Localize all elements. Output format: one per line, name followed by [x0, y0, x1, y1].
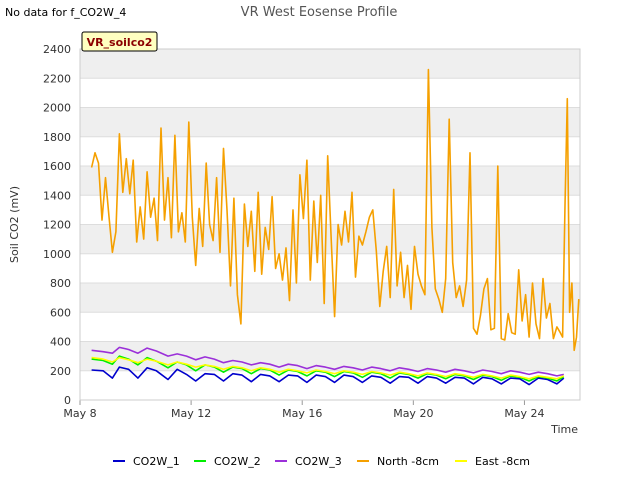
y-tick-label: 1000 [43, 248, 71, 261]
plot-frame [79, 48, 581, 401]
plot-band [80, 283, 580, 313]
y-tick-label: 200 [50, 365, 71, 378]
y-tick-label: 2200 [43, 72, 71, 85]
plot-band [80, 107, 580, 137]
y-tick-label: 1800 [43, 131, 71, 144]
no-data-note: No data for f_CO2W_4 [5, 6, 127, 19]
x-axis-ticks: May 8 May 12 May 16 May 20 May 24 [63, 400, 545, 420]
badge-label: VR_soilco2 [87, 36, 153, 49]
y-tick-label: 0 [64, 394, 71, 407]
y-tick-label: 2400 [43, 43, 71, 56]
series-line-east-8cm [91, 356, 565, 380]
y-tick-label: 600 [50, 306, 71, 319]
badge-box [81, 31, 158, 52]
legend-label: CO2W_1 [133, 455, 180, 468]
plot-band [80, 166, 580, 196]
y-tick-label: 1600 [43, 160, 71, 173]
x-tick-label: May 24 [504, 407, 544, 420]
y-tick-label: 800 [50, 277, 71, 290]
y-axis-ticks: 0 200 400 600 800 1000 1200 1400 1600 1800 2000 220… [43, 43, 71, 407]
series-line-co2w-1 [91, 366, 565, 386]
y-tick-label: 1400 [43, 189, 71, 202]
series-line-co2w-3 [91, 346, 564, 377]
series-lines [90, 68, 580, 386]
legend-label: CO2W_2 [214, 455, 261, 468]
x-tick-label: May 8 [63, 407, 96, 420]
y-axis-label: Soil CO2 (mV) [8, 186, 21, 263]
series-line-north-8cm [90, 68, 580, 352]
chart-title: VR West Eosense Profile [241, 5, 398, 20]
x-tick-label: May 12 [171, 407, 211, 420]
legend-label: East -8cm [475, 455, 530, 468]
legend: CO2W_1 CO2W_2 CO2W_3 North -8cm East -8cm [113, 455, 530, 468]
x-axis-label: Time [550, 423, 578, 436]
legend-label: CO2W_3 [295, 455, 342, 468]
y-tick-label: 2000 [43, 102, 71, 115]
y-tick-label: 400 [50, 336, 71, 349]
plot-band [80, 49, 580, 79]
plot-band [80, 341, 580, 371]
badge: VR_soilco2 [81, 31, 158, 52]
x-tick-label: May 20 [393, 407, 433, 420]
legend-label: North -8cm [377, 455, 439, 468]
y-tick-label: 1200 [43, 219, 71, 232]
x-tick-label: May 16 [282, 407, 322, 420]
